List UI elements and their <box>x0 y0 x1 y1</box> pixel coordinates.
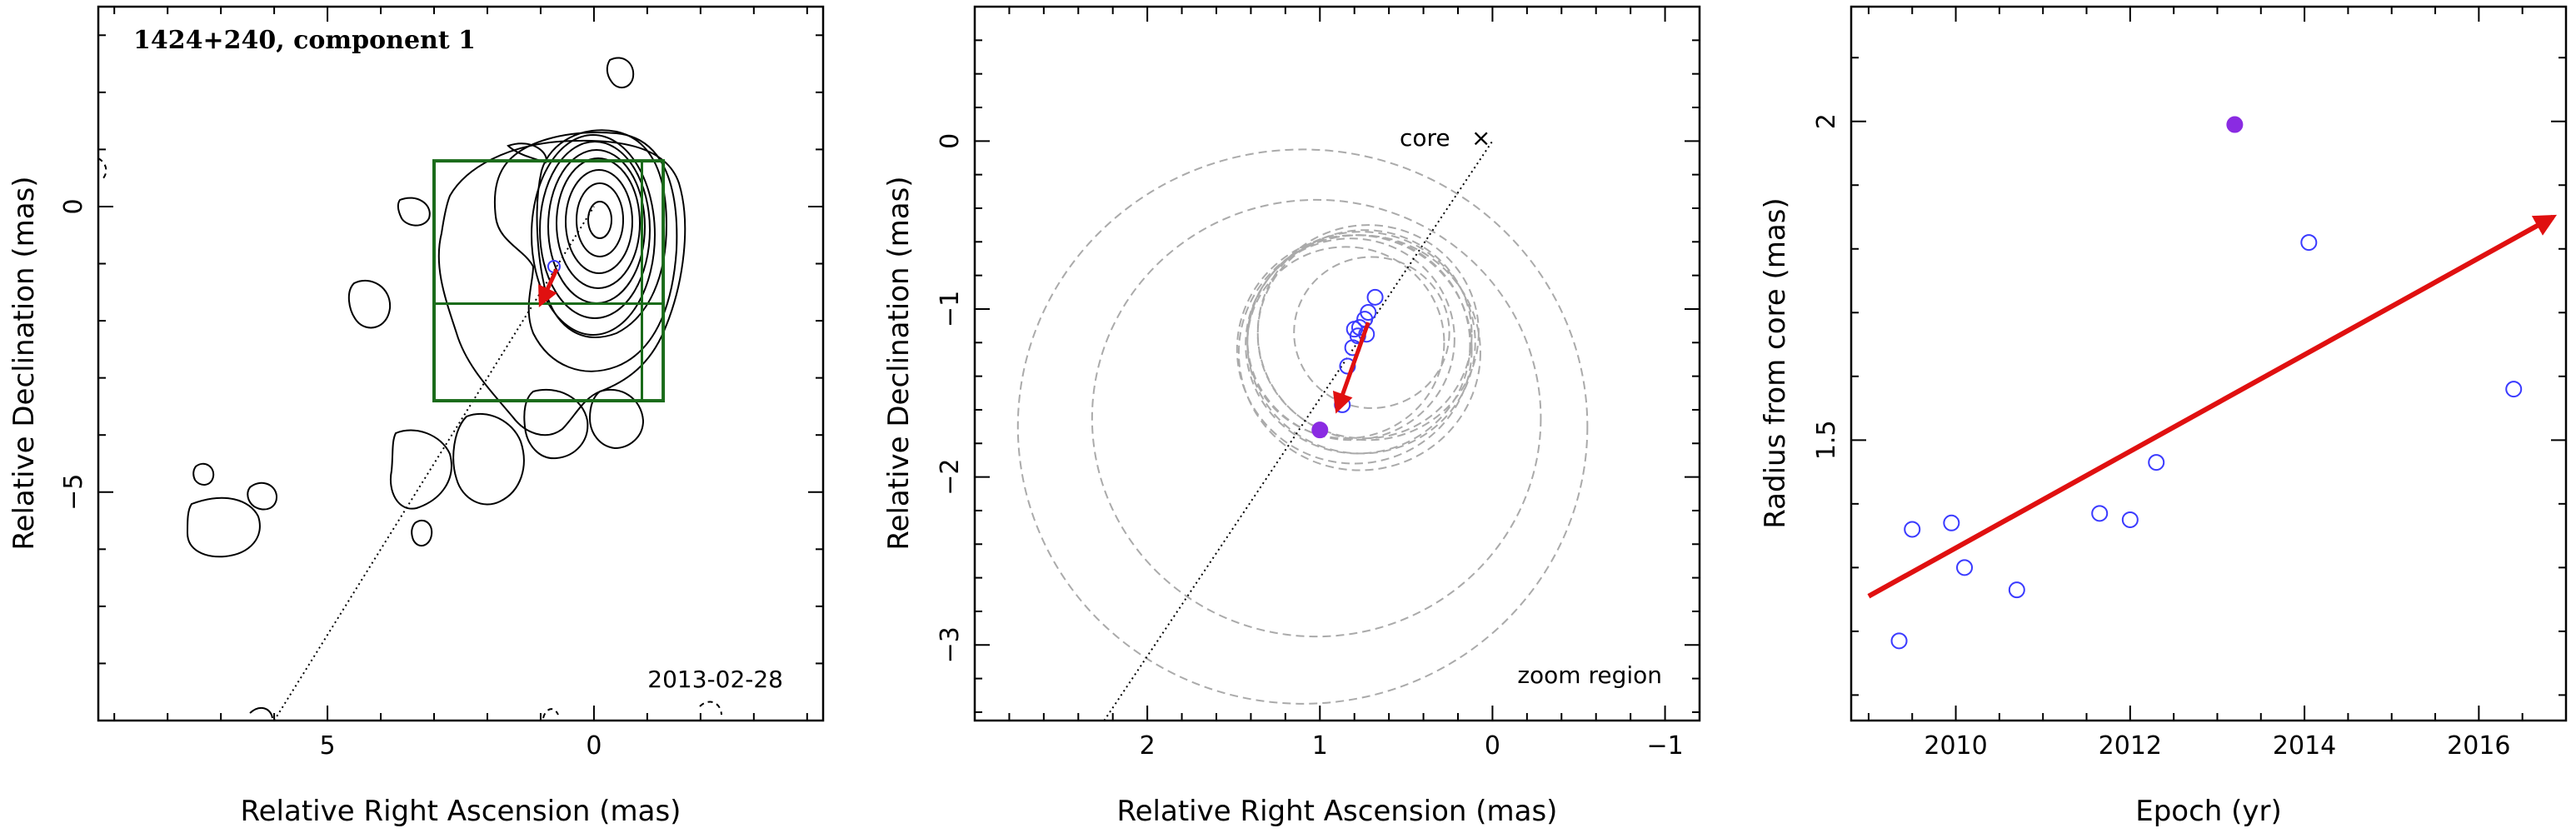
y-axis-label: Radius from core (mas) <box>1759 197 1792 528</box>
panel-radius-vs-epoch: 2010 2012 2014 2016 1.5 2 Epoch (yr) Radius f… <box>1759 5 2568 828</box>
contour-level <box>547 149 646 304</box>
overlay <box>1103 140 1494 721</box>
contour-level <box>437 139 686 436</box>
x-tick-label: −1 <box>1646 731 1683 761</box>
jet-direction-line <box>1103 140 1494 721</box>
y-tick-label: 1.5 <box>1812 420 1841 460</box>
x-tick-label: 2016 <box>2447 731 2510 761</box>
contour-level <box>493 132 678 372</box>
contour-level <box>397 197 431 227</box>
tick-labels: 2010 2012 2014 2016 1.5 2 <box>1812 113 2511 761</box>
date-label: 2013‑02‑28 <box>647 666 783 693</box>
data-point <box>2505 381 2523 398</box>
contour-lines <box>97 57 722 719</box>
data-point <box>1339 357 1356 375</box>
x-tick-label: 2010 <box>1924 731 1987 761</box>
contour-level <box>587 201 612 239</box>
uncertainty-circle <box>1293 256 1450 409</box>
x-tick-label: 2 <box>1140 731 1156 761</box>
uncertainty-circle <box>1246 246 1445 440</box>
overlay <box>273 159 666 721</box>
contour-level <box>588 388 645 450</box>
y-tick-label: 2 <box>1812 113 1841 129</box>
x-tick-label: 0 <box>1485 731 1500 761</box>
highlight-point <box>1311 421 1329 439</box>
uncertainty-circle <box>1091 198 1542 638</box>
contour-level <box>576 182 624 257</box>
core-marker: × <box>1471 124 1490 152</box>
x-tick-label: 1 <box>1312 731 1328 761</box>
zoom-box <box>432 159 666 403</box>
y-tick-label: −3 <box>936 626 965 663</box>
chart-title: 1424+240, component 1 <box>133 26 476 55</box>
data-point <box>2121 511 2139 528</box>
plot-frame <box>1850 5 2568 722</box>
tick-marks <box>1851 7 2567 721</box>
contour-level <box>536 129 668 338</box>
contour-level <box>97 157 107 179</box>
plot-frame <box>97 5 825 722</box>
tick-marks <box>974 6 1700 721</box>
trend-arrow <box>1867 214 2558 599</box>
data-point <box>1890 632 1908 650</box>
contour-level <box>249 706 273 719</box>
data-point <box>2008 581 2025 599</box>
data-point <box>1904 521 1921 538</box>
x-axis-label: Epoch (yr) <box>2135 795 2282 828</box>
contour-level <box>531 134 656 336</box>
uncertainty-circle <box>1256 224 1480 441</box>
contour-level <box>247 481 278 511</box>
panel-zoom-region: 2 1 0 −1 0 −1 −2 −3 core × zoom region Relative… <box>882 5 1701 828</box>
y-tick-label: 0 <box>59 198 88 214</box>
y-tick-label: −5 <box>59 474 88 511</box>
contour-level <box>606 57 635 89</box>
y-tick-label: −1 <box>936 291 965 327</box>
core-label: core <box>1400 124 1450 152</box>
x-axis-label: Relative Right Ascension (mas) <box>241 795 681 828</box>
uncertainty-circle <box>1256 229 1473 440</box>
uncertainty-circle <box>1236 234 1473 465</box>
x-tick-label: 2012 <box>2099 731 2162 761</box>
data-point <box>1956 559 1974 576</box>
uncertainty-circle <box>1016 148 1589 705</box>
y-tick-label: 0 <box>936 133 965 149</box>
x-tick-label: 2014 <box>2273 731 2336 761</box>
contour-level <box>556 157 641 289</box>
contour-level <box>389 429 452 510</box>
contour-level <box>699 701 722 716</box>
contour-level <box>192 462 215 486</box>
contour-level <box>565 169 633 274</box>
contour-level <box>452 412 525 506</box>
contour-level <box>347 279 392 329</box>
x-tick-label: 0 <box>586 731 602 761</box>
data-point <box>2148 454 2165 471</box>
panel-contour-map: 5 0 0 −5 <box>7 5 825 828</box>
contour-level <box>411 519 433 547</box>
highlight-point <box>2226 116 2244 133</box>
plot-frame <box>973 5 1701 722</box>
uncertainty-circle <box>1246 231 1476 455</box>
x-tick-label: 5 <box>320 731 336 761</box>
motion-vector <box>1332 322 1370 414</box>
uncertainty-circle <box>1237 234 1481 471</box>
data-point <box>2300 234 2318 252</box>
jet-direction-line <box>273 206 595 721</box>
contour-level <box>186 496 261 558</box>
overlay <box>1867 116 2558 650</box>
x-axis-label: Relative Right Ascension (mas) <box>1117 795 1558 828</box>
data-point <box>2091 505 2109 522</box>
y-axis-label: Relative Declination (mas) <box>882 176 916 550</box>
y-axis-label: Relative Declination (mas) <box>7 176 41 550</box>
tick-marks <box>98 7 823 721</box>
data-point <box>1943 514 1960 531</box>
zoom-region-label: zoom region <box>1517 661 1662 689</box>
tick-labels: 5 0 0 −5 <box>59 198 602 761</box>
y-tick-label: −2 <box>936 458 965 495</box>
uncertainty-circles <box>1016 148 1589 705</box>
data-point <box>1366 288 1384 306</box>
contour-level <box>542 708 559 719</box>
tick-labels: 2 1 0 −1 0 −1 −2 −3 <box>936 133 1684 761</box>
motion-vector <box>538 268 559 308</box>
